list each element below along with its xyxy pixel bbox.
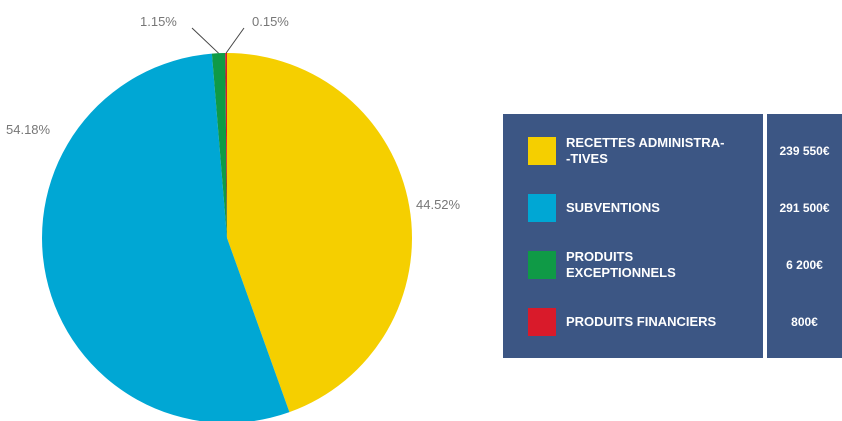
legend-table: RECETTES ADMINISTRA- -TIVES SUBVENTIONS … — [503, 114, 842, 358]
leader-lines — [191, 27, 245, 54]
leader-line-exceptionnels — [191, 27, 219, 54]
pie-chart: 44.52% 54.18% 1.15% 0.15% — [6, 14, 461, 421]
pie-slice-recettes — [227, 53, 413, 413]
legend-label-exceptionnels: PRODUITS EXCEPTIONNELS — [566, 248, 676, 280]
pie-slice-financiers — [225, 53, 227, 238]
legend-row-recettes: RECETTES ADMINISTRA- -TIVES — [503, 129, 763, 173]
legend-value-subventions: 291 500€ — [779, 200, 830, 215]
legend-divider — [763, 114, 767, 358]
legend-value-recettes: 239 550€ — [779, 143, 830, 158]
legend-row-financiers: PRODUITS FINANCIERS — [503, 300, 763, 344]
legend-values: 239 550€ 291 500€ 6 200€ 800€ — [767, 114, 842, 358]
legend-row-exceptionnels: PRODUITS EXCEPTIONNELS — [503, 243, 763, 287]
pie-slice-exceptionnels — [211, 53, 227, 238]
swatch-financiers — [528, 307, 556, 336]
legend-categories: RECETTES ADMINISTRA- -TIVES SUBVENTIONS … — [503, 114, 763, 358]
leader-line-financiers — [225, 27, 245, 54]
swatch-exceptionnels — [528, 250, 556, 279]
legend-value-exceptionnels: 6 200€ — [786, 257, 823, 272]
legend-label-financiers: PRODUITS FINANCIERS — [566, 313, 717, 329]
legend-label-subventions: SUBVENTIONS — [566, 199, 660, 215]
percent-label-recettes: 44.52% — [416, 197, 461, 212]
legend-value-financiers: 800€ — [791, 314, 818, 329]
percent-label-exceptionnels: 1.15% — [140, 14, 177, 29]
swatch-subventions — [528, 193, 556, 222]
percent-labels: 44.52% 54.18% 1.15% 0.15% — [6, 14, 461, 212]
pie-slice-subventions — [42, 53, 290, 421]
legend-row-subventions: SUBVENTIONS — [503, 186, 763, 230]
swatch-recettes — [528, 136, 556, 165]
pie-slices — [42, 53, 413, 421]
percent-label-financiers: 0.15% — [252, 14, 289, 29]
legend-label-recettes: RECETTES ADMINISTRA- -TIVES — [566, 134, 725, 166]
percent-label-subventions: 54.18% — [6, 122, 51, 137]
